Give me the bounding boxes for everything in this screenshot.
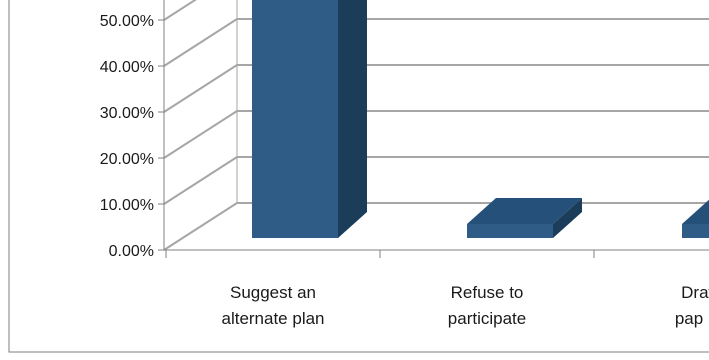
gridline-side — [163, 110, 238, 159]
bar — [682, 199, 709, 238]
gridline-side — [163, 0, 197, 21]
x-category-label-line: pap — [675, 309, 703, 328]
x-category-label-line: Refuse to — [451, 283, 524, 302]
y-axis-ticks: 0.00% 10.00% 20.00% 30.00% 40.00% 50.00% — [100, 13, 164, 260]
bar-front — [682, 224, 709, 238]
axes — [163, 0, 709, 258]
y-tick-label: 0.00% — [109, 243, 154, 260]
bar — [252, 0, 367, 238]
bar-front — [252, 0, 338, 238]
gridline-side — [163, 18, 238, 67]
chart-border — [8, 0, 709, 353]
y-tick-label: 10.00% — [100, 197, 154, 214]
bars — [252, 0, 709, 238]
bar — [467, 198, 582, 238]
bar-side — [338, 0, 367, 238]
bar-front — [467, 224, 553, 238]
x-axis-labels: Suggest an alternate plan Refuse to partici… — [221, 283, 709, 328]
x-category-label: Draw pap — [675, 283, 709, 328]
x-category-label-line: Draw — [681, 283, 709, 302]
x-category-label: Refuse to participate — [448, 283, 526, 328]
y-tick-label: 20.00% — [100, 151, 154, 168]
gridlines — [163, 0, 709, 251]
gridline-side — [163, 202, 238, 251]
y-tick-label: 50.00% — [100, 13, 154, 30]
x-category-label-line: participate — [448, 309, 526, 328]
x-category-label-line: alternate plan — [221, 309, 324, 328]
bar-top — [682, 199, 709, 224]
y-tick-label: 30.00% — [100, 105, 154, 122]
y-tick-label: 40.00% — [100, 59, 154, 76]
gridline-side — [163, 156, 238, 205]
gridline-side — [163, 64, 238, 113]
chart-frame — [8, 0, 709, 353]
bar-top — [467, 198, 582, 224]
bar-side — [553, 198, 582, 238]
x-category-label: Suggest an alternate plan — [221, 283, 324, 328]
x-category-label-line: Suggest an — [230, 283, 316, 302]
